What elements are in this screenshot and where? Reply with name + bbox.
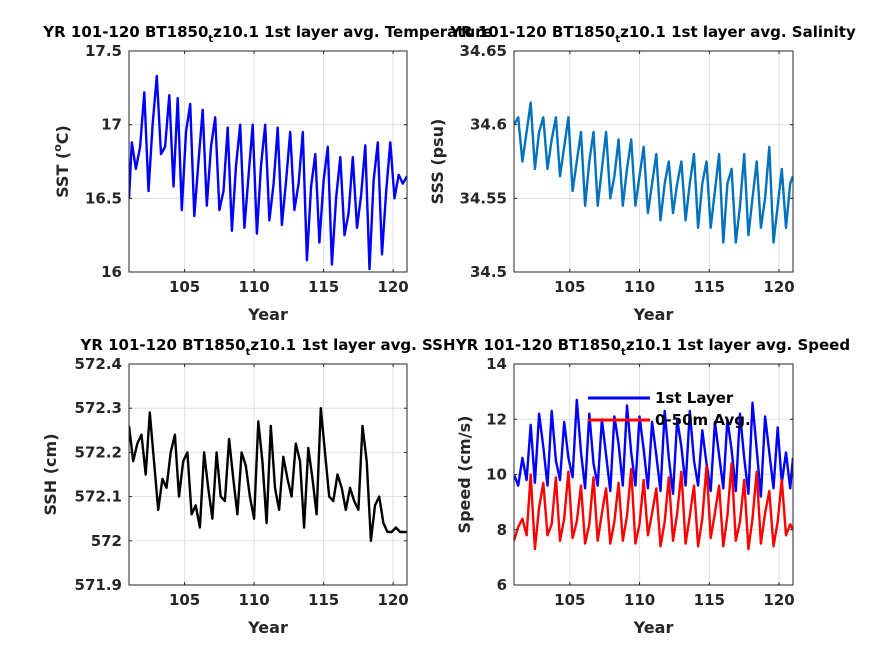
x-axis-label: Year <box>633 618 674 637</box>
series-line-0 <box>129 74 407 271</box>
chart-title: YR 101-120 BT1850tz10.1 1st layer avg. S… <box>455 336 850 358</box>
y-tick-label: 34.5 <box>470 263 507 281</box>
x-tick-label: 110 <box>238 278 269 296</box>
y-axis-label: Speed (cm/s) <box>455 416 474 534</box>
y-tick-label: 572 <box>91 532 122 550</box>
y-tick-label: 12 <box>486 410 507 428</box>
series-line-1st-layer <box>514 398 793 498</box>
x-tick-label: 110 <box>624 278 655 296</box>
y-tick-label: 16 <box>101 263 122 281</box>
x-tick-label: 105 <box>554 591 585 609</box>
y-tick-label: 572.2 <box>75 443 122 461</box>
y-tick-label: 6 <box>497 576 507 594</box>
y-tick-label: 571.9 <box>75 576 122 594</box>
y-tick-label: 572.4 <box>75 355 122 373</box>
y-axis-label: SSS (psu) <box>428 119 447 205</box>
y-tick-label: 8 <box>497 521 507 539</box>
x-tick-label: 120 <box>377 278 408 296</box>
x-axis-label: Year <box>633 305 674 324</box>
chart-title: YR 101-120 BT1850tz10.1 1st layer avg. S… <box>449 23 856 45</box>
x-tick-label: 115 <box>308 278 339 296</box>
y-tick-label: 14 <box>486 355 507 373</box>
x-tick-label: 115 <box>694 591 725 609</box>
series-line-0-50m-avg- <box>514 462 793 551</box>
y-tick-label: 34.65 <box>460 42 507 60</box>
axes-box <box>128 50 408 273</box>
chart-title: YR 101-120 BT1850tz10.1 1st layer avg. T… <box>42 23 492 45</box>
y-axis-label: SSH (cm) <box>41 433 60 515</box>
chart-title: YR 101-120 BT1850tz10.1 1st layer avg. S… <box>79 336 455 358</box>
legend-label: 1st Layer <box>655 389 734 407</box>
plot-area <box>514 51 793 272</box>
chart-panel-temperature: 105 110 115 120 16 16.5 17 17.5 Year SST (oC) YR 1… <box>42 23 492 324</box>
x-tick-label: 105 <box>169 278 200 296</box>
x-tick-label: 105 <box>169 591 200 609</box>
x-tick-label: 120 <box>763 591 794 609</box>
legend: 1st Layer 0-50m Avg. <box>588 389 751 429</box>
y-tick-label: 34.6 <box>470 116 507 134</box>
x-tick-label: 110 <box>238 591 269 609</box>
series-line-0 <box>129 407 407 542</box>
y-tick-label: 17.5 <box>85 42 122 60</box>
y-tick-label: 572.3 <box>75 399 122 417</box>
x-tick-label: 120 <box>377 591 408 609</box>
chart-panel-speed: 105 110 115 120 6 8 10 12 14 Year Speed (cm/s) YR 1… <box>455 336 850 637</box>
x-tick-label: 115 <box>308 591 339 609</box>
chart-panel-salinity: 105 110 115 120 34.5 34.55 34.6 34.65 Year SSS (p… <box>428 23 856 324</box>
y-tick-label: 572.1 <box>75 488 122 506</box>
axes-box <box>513 50 794 273</box>
series-line-0 <box>514 101 793 244</box>
x-axis-label: Year <box>247 618 288 637</box>
axes-box <box>128 363 408 586</box>
x-tick-label: 120 <box>763 278 794 296</box>
x-tick-label: 115 <box>694 278 725 296</box>
y-tick-label: 10 <box>486 466 507 484</box>
y-tick-label: 16.5 <box>85 189 122 207</box>
y-tick-label: 34.55 <box>460 189 507 207</box>
x-tick-label: 105 <box>554 278 585 296</box>
y-tick-label: 17 <box>101 116 122 134</box>
x-axis-label: Year <box>247 305 288 324</box>
legend-label: 0-50m Avg. <box>655 411 751 429</box>
x-tick-label: 110 <box>624 591 655 609</box>
y-axis-label: SST (oC) <box>51 125 72 198</box>
chart-panel-ssh: 105 110 115 120 571.9 572 572.1 572.2 572.3 572.4… <box>41 336 456 637</box>
